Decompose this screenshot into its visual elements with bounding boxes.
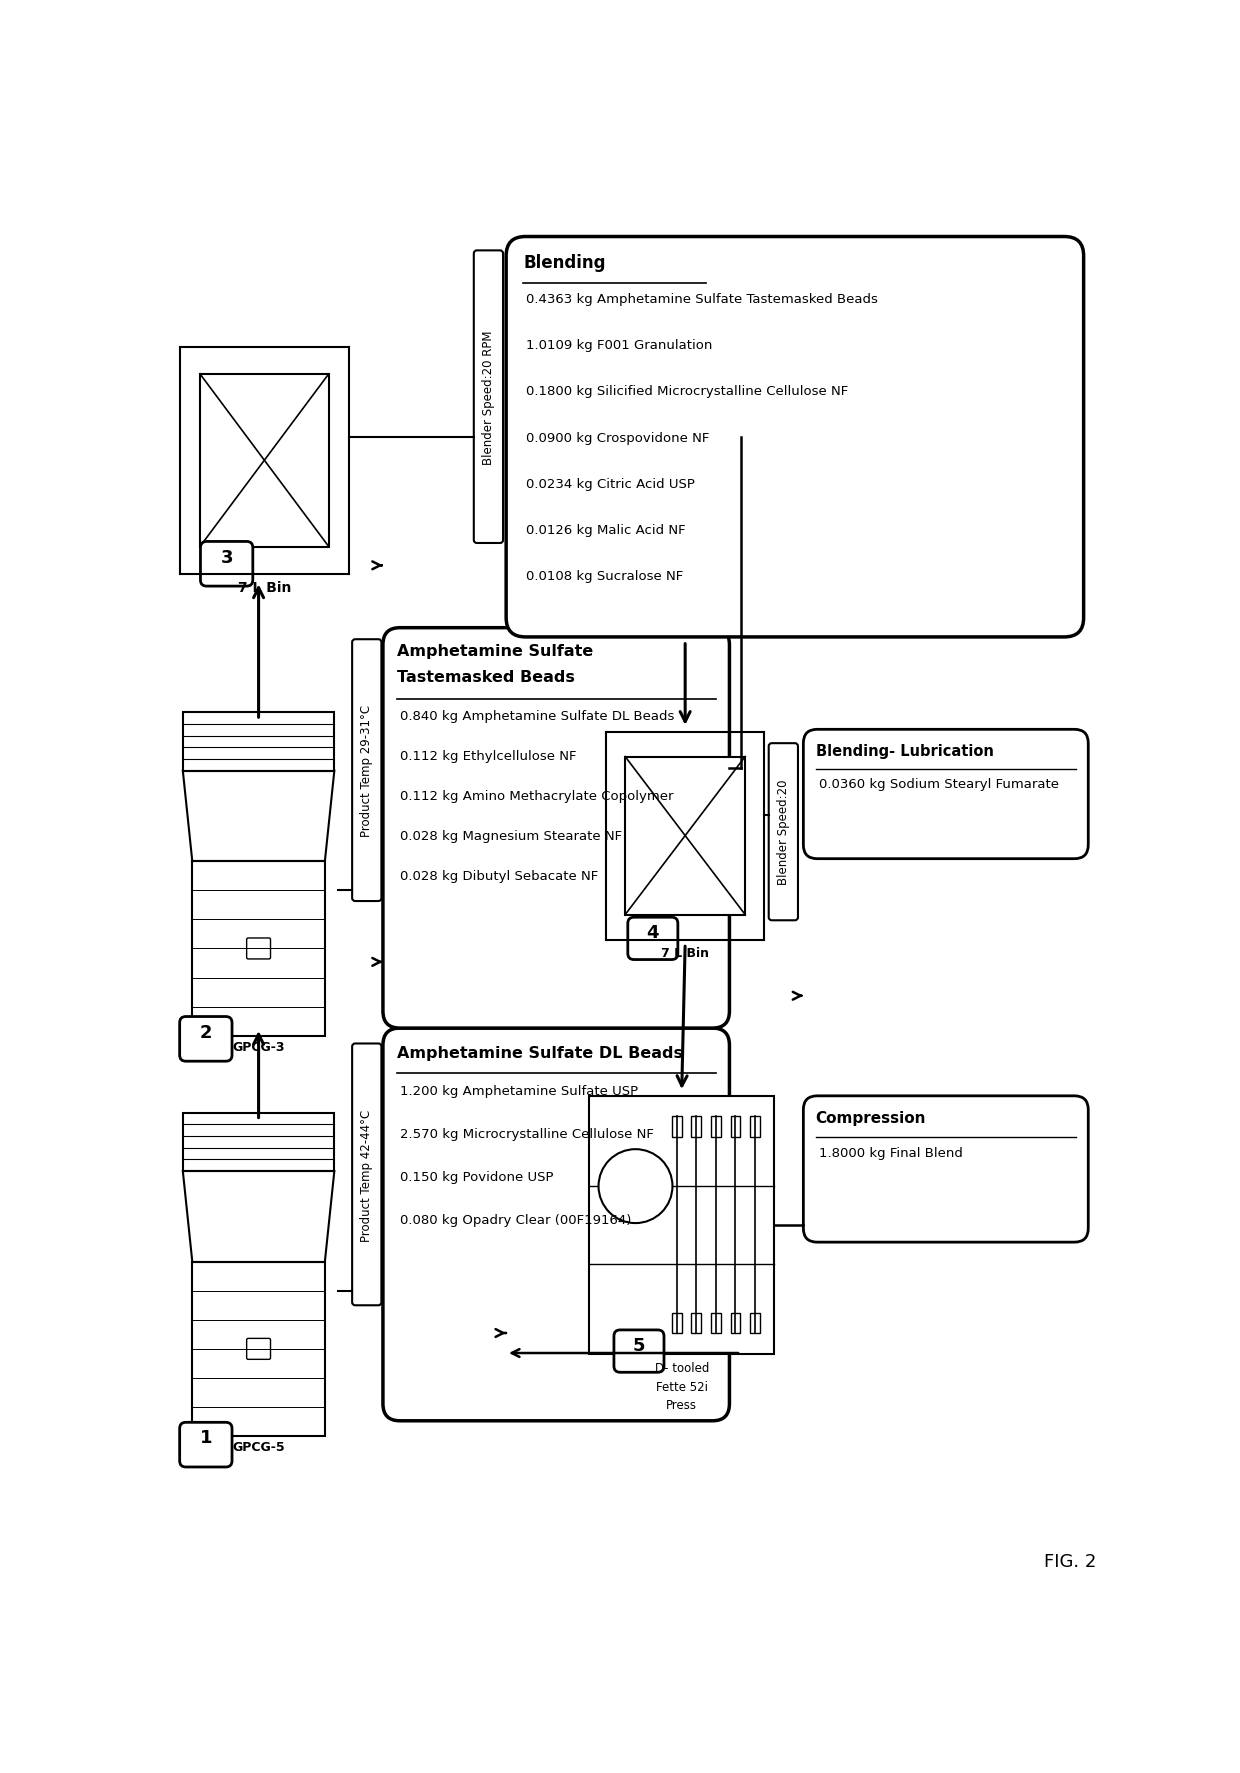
Text: GPCG-5: GPCG-5 — [232, 1440, 285, 1454]
Text: Compression: Compression — [816, 1110, 926, 1126]
Text: 1.0109 kg F001 Granulation: 1.0109 kg F001 Granulation — [526, 339, 713, 353]
Bar — [625, 757, 745, 915]
Text: Press: Press — [666, 1399, 697, 1411]
FancyBboxPatch shape — [180, 1018, 232, 1062]
FancyBboxPatch shape — [352, 1044, 382, 1305]
Bar — [692, 1117, 701, 1138]
FancyBboxPatch shape — [247, 938, 270, 959]
Text: 0.028 kg Magnesium Stearate NF: 0.028 kg Magnesium Stearate NF — [399, 830, 622, 842]
Bar — [672, 1312, 682, 1333]
Text: Fette 52i: Fette 52i — [656, 1379, 708, 1394]
Bar — [200, 374, 329, 548]
Text: GPCG-3: GPCG-3 — [232, 1041, 285, 1053]
FancyBboxPatch shape — [352, 640, 382, 901]
Bar — [711, 1117, 720, 1138]
Bar — [730, 1117, 740, 1138]
FancyBboxPatch shape — [474, 252, 503, 544]
Text: 0.840 kg Amphetamine Sulfate DL Beads: 0.840 kg Amphetamine Sulfate DL Beads — [399, 709, 675, 723]
Bar — [589, 1096, 774, 1355]
Text: Blender Speed:20: Blender Speed:20 — [776, 780, 790, 885]
Bar — [730, 1312, 740, 1333]
Text: 7 L Bin: 7 L Bin — [238, 580, 291, 594]
FancyBboxPatch shape — [627, 918, 678, 959]
FancyBboxPatch shape — [614, 1330, 663, 1372]
Bar — [750, 1312, 760, 1333]
Text: Product Temp 29-31°C: Product Temp 29-31°C — [361, 704, 373, 837]
Text: 0.0126 kg Malic Acid NF: 0.0126 kg Malic Acid NF — [526, 523, 686, 537]
Text: 1.200 kg Amphetamine Sulfate USP: 1.200 kg Amphetamine Sulfate USP — [399, 1083, 639, 1097]
FancyBboxPatch shape — [769, 743, 799, 920]
Text: 0.112 kg Ethylcellulose NF: 0.112 kg Ethylcellulose NF — [399, 750, 577, 762]
Text: 0.4363 kg Amphetamine Sulfate Tastemasked Beads: 0.4363 kg Amphetamine Sulfate Tastemaske… — [526, 293, 878, 305]
FancyBboxPatch shape — [804, 730, 1089, 860]
FancyBboxPatch shape — [383, 628, 729, 1028]
Bar — [182, 1113, 335, 1172]
FancyBboxPatch shape — [383, 1028, 729, 1420]
Text: 4: 4 — [646, 924, 658, 941]
Text: 7 L Bin: 7 L Bin — [661, 947, 709, 959]
Bar — [692, 1312, 701, 1333]
Bar — [192, 1262, 325, 1436]
Text: Amphetamine Sulfate DL Beads: Amphetamine Sulfate DL Beads — [397, 1046, 683, 1060]
Bar — [182, 713, 335, 771]
Bar — [750, 1117, 760, 1138]
Text: 0.0900 kg Crospovidone NF: 0.0900 kg Crospovidone NF — [526, 431, 709, 445]
Text: 0.080 kg Opadry Clear (00F19164): 0.080 kg Opadry Clear (00F19164) — [399, 1213, 631, 1227]
Text: 0.0108 kg Sucralose NF: 0.0108 kg Sucralose NF — [526, 569, 683, 583]
Text: FIG. 2: FIG. 2 — [1044, 1551, 1096, 1569]
Text: Product Temp 42-44°C: Product Temp 42-44°C — [361, 1108, 373, 1241]
FancyBboxPatch shape — [506, 238, 1084, 638]
Bar — [192, 862, 325, 1035]
Text: 0.028 kg Dibutyl Sebacate NF: 0.028 kg Dibutyl Sebacate NF — [399, 871, 598, 883]
Bar — [672, 1117, 682, 1138]
Text: 2: 2 — [200, 1023, 212, 1041]
Text: 2.570 kg Microcrystalline Cellulose NF: 2.570 kg Microcrystalline Cellulose NF — [399, 1128, 653, 1140]
Text: 0.150 kg Povidone USP: 0.150 kg Povidone USP — [399, 1170, 553, 1183]
Text: 0.112 kg Amino Methacrylate Copolymer: 0.112 kg Amino Methacrylate Copolymer — [399, 791, 673, 803]
Text: 0.0360 kg Sodium Stearyl Fumarate: 0.0360 kg Sodium Stearyl Fumarate — [818, 778, 1059, 791]
FancyBboxPatch shape — [247, 1339, 270, 1360]
Text: Amphetamine Sulfate: Amphetamine Sulfate — [397, 644, 593, 660]
FancyBboxPatch shape — [804, 1096, 1089, 1243]
Text: Blending- Lubrication: Blending- Lubrication — [816, 743, 993, 759]
Text: 5: 5 — [632, 1337, 645, 1355]
Text: 0.0234 kg Citric Acid USP: 0.0234 kg Citric Acid USP — [526, 477, 696, 491]
FancyBboxPatch shape — [180, 1422, 232, 1466]
Bar — [711, 1312, 720, 1333]
Text: Blender Speed:20 RPM: Blender Speed:20 RPM — [482, 330, 495, 465]
Text: 1.8000 kg Final Blend: 1.8000 kg Final Blend — [818, 1145, 962, 1160]
FancyBboxPatch shape — [201, 543, 253, 587]
Text: 1: 1 — [200, 1429, 212, 1447]
Circle shape — [599, 1149, 672, 1223]
Text: Tastemasked Beads: Tastemasked Beads — [397, 670, 574, 684]
Text: 3: 3 — [221, 548, 233, 566]
Text: Blending: Blending — [523, 254, 605, 273]
Text: 0.1800 kg Silicified Microcrystalline Cellulose NF: 0.1800 kg Silicified Microcrystalline Ce… — [526, 385, 848, 399]
Text: D- tooled: D- tooled — [655, 1362, 709, 1374]
